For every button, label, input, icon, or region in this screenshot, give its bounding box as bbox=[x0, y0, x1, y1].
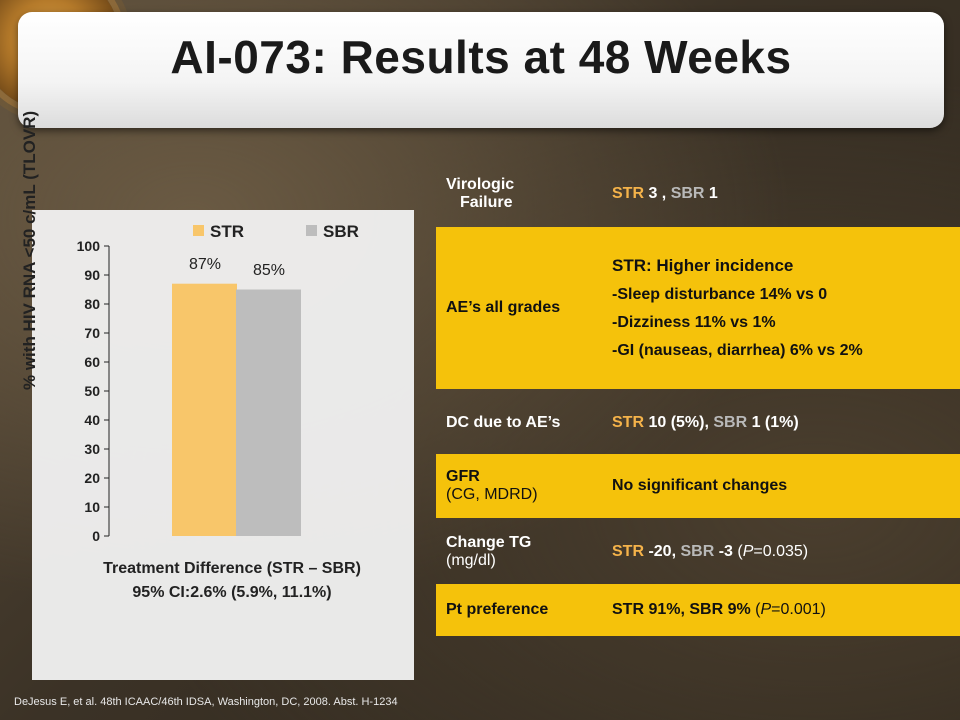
tg-p-open: ( bbox=[737, 543, 743, 560]
legend-sbr-label: SBR bbox=[323, 222, 359, 241]
legend-str-label: STR bbox=[210, 222, 244, 241]
bar-chart: 0 10 20 30 40 50 60 70 80 90 100 bbox=[77, 238, 301, 544]
chart-caption: Treatment Difference (STR – SBR) 95% CI:… bbox=[32, 557, 432, 605]
gfr-label: GFR bbox=[446, 468, 480, 485]
row-gfr-label: GFR (CG, MDRD) bbox=[436, 468, 612, 504]
row-pt-value: STR 91%, SBR 9% (P=0.001) bbox=[612, 601, 960, 619]
bar-label-sbr: 85% bbox=[253, 262, 286, 279]
tg-str: STR bbox=[612, 543, 644, 560]
y-tick-label: 0 bbox=[92, 528, 100, 544]
virologic-str: STR bbox=[612, 185, 644, 202]
virologic-str-val: 3 , bbox=[644, 185, 671, 202]
tg-sbr: SBR bbox=[680, 543, 715, 560]
virologic-sbr-val: 1 bbox=[704, 185, 718, 202]
row-aes-label: AE’s all grades bbox=[446, 299, 561, 316]
tg-str-val: -20, bbox=[644, 543, 681, 560]
row-pt: Pt preference STR 91%, SBR 9% (P=0.001) bbox=[436, 584, 960, 636]
pt-p-close: =0.001) bbox=[771, 601, 826, 618]
row-dc: DC due to AE’s STR 10 (5%), SBR 1 (1%) bbox=[436, 397, 960, 449]
row-gfr: GFR (CG, MDRD) No significant changes bbox=[436, 454, 960, 518]
y-tick-label: 60 bbox=[84, 354, 100, 370]
y-tick-label: 20 bbox=[84, 470, 100, 486]
footnote: DeJesus E, et al. 48th ICAAC/46th IDSA, … bbox=[14, 696, 398, 708]
row-gfr-value: No significant changes bbox=[612, 477, 788, 494]
y-axis-label: % with HIV RNA <50 c/mL (TLOVR) bbox=[20, 110, 39, 390]
legend-sbr: SBR bbox=[306, 222, 359, 242]
y-tick-label: 30 bbox=[84, 441, 100, 457]
tg-p: P bbox=[742, 543, 754, 560]
pt-value: STR 91%, SBR 9% bbox=[612, 601, 756, 618]
dc-str-val: 10 (5%), bbox=[644, 414, 714, 431]
pt-p-open: ( bbox=[755, 601, 761, 618]
y-tick-label: 10 bbox=[84, 499, 100, 515]
legend-str: STR bbox=[193, 222, 244, 242]
title-bar bbox=[18, 12, 944, 128]
legend-sbr-swatch bbox=[306, 225, 317, 236]
dc-sbr: SBR bbox=[713, 414, 748, 431]
caption-line-2: 95% CI:2.6% (5.9%, 11.1%) bbox=[132, 584, 332, 601]
dc-sbr-val: 1 (1%) bbox=[747, 414, 799, 431]
y-tick-label: 80 bbox=[84, 296, 100, 312]
row-aes-value: STR: Higher incidence -Sleep disturbance… bbox=[612, 256, 960, 360]
row-virologic-label: Virologic Failure bbox=[436, 176, 612, 212]
y-tick-label: 50 bbox=[84, 383, 100, 399]
aes-line-4: -GI (nauseas, diarrhea) 6% vs 2% bbox=[612, 342, 863, 359]
y-tick-label: 70 bbox=[84, 325, 100, 341]
row-dc-label: DC due to AE’s bbox=[446, 414, 561, 431]
row-pt-label: Pt preference bbox=[446, 601, 549, 618]
row-dc-value: STR 10 (5%), SBR 1 (1%) bbox=[612, 414, 960, 432]
tg-p-close: =0.035) bbox=[753, 543, 809, 560]
y-tick-label: 100 bbox=[77, 238, 101, 254]
row-tg-label: Change TG (mg/dl) bbox=[436, 534, 612, 570]
aes-line-2: -Sleep disturbance 14% vs 0 bbox=[612, 286, 828, 303]
bar-str bbox=[172, 283, 237, 536]
tg-sbr-val: -3 bbox=[714, 543, 738, 560]
aes-line-1: STR: Higher incidence bbox=[612, 256, 794, 275]
tg-label: Change TG bbox=[446, 534, 532, 551]
row-virologic: Virologic Failure STR 3 , SBR 1 bbox=[436, 164, 960, 224]
bar-sbr bbox=[236, 289, 301, 536]
aes-line-3: -Dizziness 11% vs 1% bbox=[612, 314, 776, 331]
chart-panel: 0 10 20 30 40 50 60 70 80 90 100 bbox=[32, 210, 414, 680]
row-virologic-value: STR 3 , SBR 1 bbox=[612, 185, 960, 203]
page-title: AI-073: Results at 48 Weeks bbox=[170, 31, 792, 83]
virologic-label-2: Failure bbox=[460, 194, 513, 211]
gfr-sub: (CG, MDRD) bbox=[446, 486, 538, 503]
virologic-label-1: Virologic bbox=[446, 176, 515, 193]
tg-sub: (mg/dl) bbox=[446, 552, 496, 569]
pt-p: P bbox=[760, 601, 772, 618]
row-aes: AE’s all grades STR: Higher incidence -S… bbox=[436, 227, 960, 389]
y-tick-label: 90 bbox=[84, 267, 100, 283]
legend-str-swatch bbox=[193, 225, 204, 236]
y-tick-label: 40 bbox=[84, 412, 100, 428]
virologic-sbr: SBR bbox=[670, 185, 705, 202]
caption-line-1: Treatment Difference (STR – SBR) bbox=[103, 560, 361, 577]
dc-str: STR bbox=[612, 414, 644, 431]
row-tg: Change TG (mg/dl) STR -20, SBR -3 (P=0.0… bbox=[436, 522, 960, 582]
row-tg-value: STR -20, SBR -3 (P=0.035) bbox=[612, 543, 960, 561]
bar-label-str: 87% bbox=[189, 256, 222, 273]
